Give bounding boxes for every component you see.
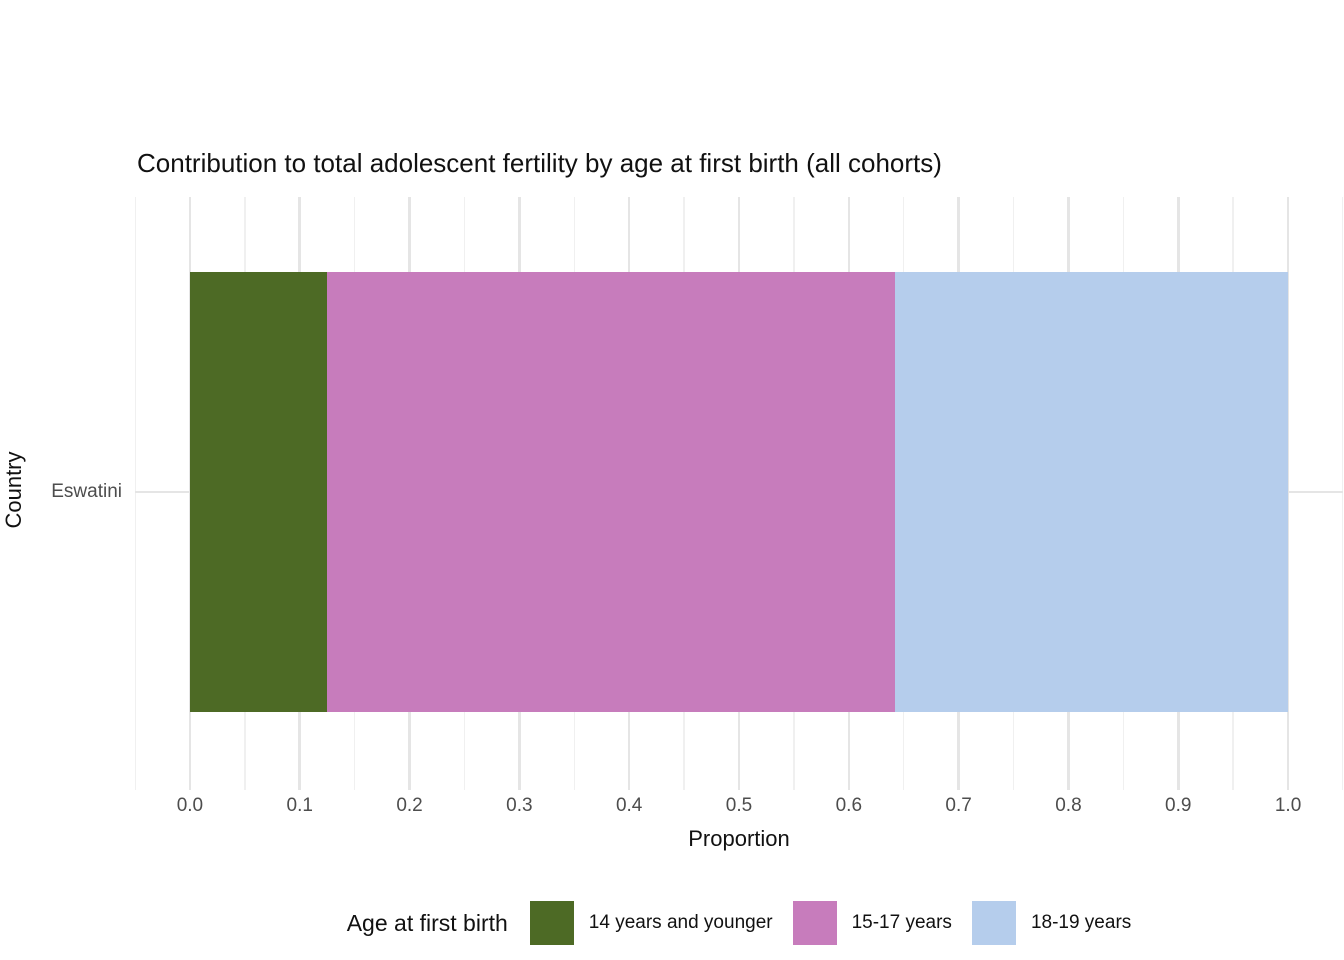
x-tick-label: 0.1 [286,795,313,816]
gridline-minor [135,197,136,790]
x-tick-label: 0.2 [396,795,423,816]
y-tick-label-eswatini: Eswatini [51,481,122,502]
legend-entry-18-19-years: 18-19 years [971,901,1132,945]
gridline-major [1286,197,1290,790]
legend-title: Age at first birth [346,909,508,936]
x-tick-label: 0.5 [725,795,753,816]
bar-eswatini [135,272,1343,712]
x-tick-label: 0.4 [615,795,643,816]
x-tick-label: 0.3 [506,795,533,816]
legend-label: 18-19 years [1030,912,1132,933]
legend-entry-14-years-and-younger: 14 years and younger [529,901,773,945]
legend: Age at first birth 14 years and younger 1… [135,897,1343,949]
chart-title: Contribution to total adolescent fertili… [137,148,942,178]
x-tick-label: 1.0 [1274,795,1302,816]
legend-key-swatch [971,901,1016,945]
gridline-minor [1342,197,1343,790]
bar-segment-18-19-years [894,272,1289,712]
legend-key-swatch [529,901,574,945]
x-tick-label: 0.7 [945,795,972,816]
x-tick-label: 0.6 [835,795,863,816]
legend-entry-15-17-years: 15-17 years [792,901,952,945]
plot-panel [135,197,1343,790]
x-tick-label: 0.9 [1165,795,1192,816]
bar-segment-14-years-and-younger [189,272,328,712]
legend-key-swatch [792,901,837,945]
bar-segment-15-17-years [327,272,895,712]
x-axis-title: Proportion [688,826,790,851]
x-tick-label: 0.8 [1055,795,1082,816]
x-tick-label: 0.0 [176,795,204,816]
legend-label: 15-17 years [851,912,952,933]
legend-label: 14 years and younger [588,912,773,933]
